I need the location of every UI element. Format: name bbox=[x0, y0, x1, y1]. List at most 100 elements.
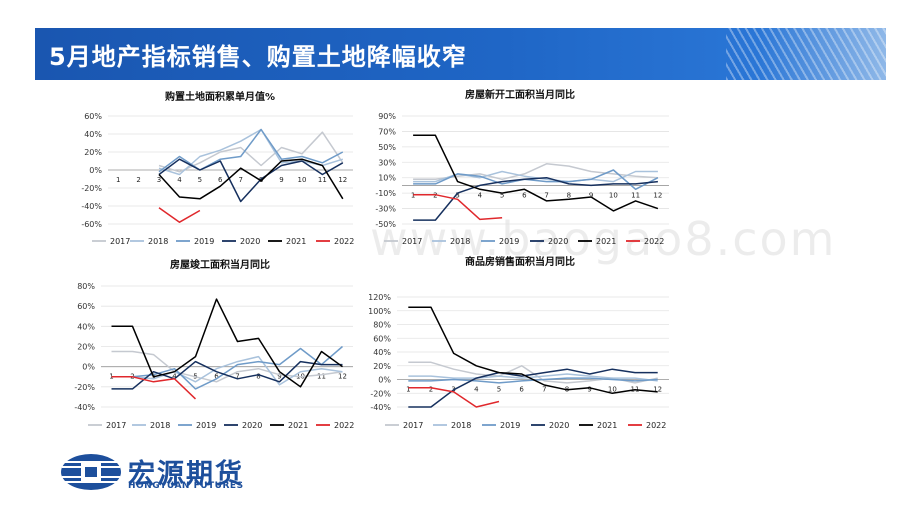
series-line-2020 bbox=[408, 368, 658, 408]
y-tick-label: -20% bbox=[81, 184, 102, 193]
logo-chinese-name: 宏源期货 bbox=[128, 459, 244, 490]
x-tick-label: 7 bbox=[238, 176, 242, 184]
series-line-2021 bbox=[413, 134, 659, 212]
legend-label: 2021 bbox=[597, 421, 617, 430]
x-tick-label: 11 bbox=[317, 373, 326, 381]
y-tick-label: -60% bbox=[81, 220, 102, 229]
series-line-2020 bbox=[158, 158, 344, 203]
x-tick-label: 8 bbox=[256, 373, 260, 381]
x-tick-label: 5 bbox=[497, 386, 501, 394]
y-tick-label: -50% bbox=[375, 220, 396, 229]
legend-label: 2019 bbox=[499, 237, 519, 246]
chart-title: 商品房销售面积当月同比 bbox=[465, 255, 575, 268]
legend-label: 2020 bbox=[240, 237, 260, 246]
x-tick-label: 12 bbox=[338, 373, 347, 381]
legend-label: 2018 bbox=[451, 421, 471, 430]
legend-label: 2022 bbox=[646, 421, 666, 430]
series-line-2021 bbox=[158, 158, 344, 200]
title-banner: 5月地产指标销售、购置土地降幅收窄 bbox=[35, 28, 886, 80]
y-tick-label: 30% bbox=[378, 158, 396, 167]
legend-label: 2020 bbox=[549, 421, 569, 430]
y-tick-label: 60% bbox=[84, 112, 102, 121]
series-line-2019 bbox=[158, 128, 344, 173]
logo-emblem-icon bbox=[61, 454, 121, 490]
y-tick-label: 80% bbox=[77, 282, 95, 291]
x-tick-label: 12 bbox=[653, 386, 662, 394]
page-title: 5月地产指标销售、购置土地降幅收窄 bbox=[49, 43, 467, 71]
series-line-2018 bbox=[408, 373, 658, 382]
y-tick-label: 70% bbox=[378, 127, 396, 136]
legend-label: 2017 bbox=[106, 421, 126, 430]
y-tick-label: 0% bbox=[82, 363, 95, 372]
y-tick-label: 40% bbox=[373, 348, 391, 357]
x-tick-label: 3 bbox=[157, 176, 161, 184]
series-line-2017 bbox=[158, 131, 344, 173]
y-tick-label: -20% bbox=[370, 389, 391, 398]
series-line-2018 bbox=[111, 355, 343, 386]
series-line-2017 bbox=[408, 361, 658, 384]
series-line-2021 bbox=[111, 298, 343, 388]
legend-label: 2020 bbox=[242, 421, 262, 430]
x-tick-label: 6 bbox=[218, 176, 223, 184]
legend-label: 2019 bbox=[196, 421, 216, 430]
y-tick-label: 100% bbox=[368, 307, 391, 316]
x-tick-label: 10 bbox=[297, 176, 306, 184]
y-tick-label: 40% bbox=[77, 322, 95, 331]
x-tick-label: 1 bbox=[406, 386, 410, 394]
legend-label: 2022 bbox=[644, 237, 664, 246]
y-tick-label: 50% bbox=[378, 143, 396, 152]
x-tick-label: 12 bbox=[338, 176, 347, 184]
y-tick-label: -40% bbox=[81, 202, 102, 211]
chart-title: 房屋新开工面积当月同比 bbox=[465, 88, 575, 101]
legend-label: 2021 bbox=[596, 237, 616, 246]
y-tick-label: 60% bbox=[373, 334, 391, 343]
series-line-2017 bbox=[413, 163, 658, 181]
y-tick-label: 0% bbox=[89, 166, 102, 175]
x-tick-label: 9 bbox=[587, 386, 591, 394]
legend-label: 2019 bbox=[500, 421, 520, 430]
logo-english-name: HONGYUAN FUTURES bbox=[128, 481, 244, 491]
series-line-2022 bbox=[408, 387, 500, 408]
y-tick-label: 20% bbox=[77, 343, 95, 352]
legend-label: 2018 bbox=[450, 237, 470, 246]
y-tick-label: 120% bbox=[368, 293, 391, 302]
series-line-2021 bbox=[408, 306, 658, 395]
legend-label: 2018 bbox=[150, 421, 170, 430]
y-tick-label: 60% bbox=[77, 302, 95, 311]
legend-label: 2019 bbox=[194, 237, 214, 246]
x-tick-label: 9 bbox=[277, 373, 281, 381]
series-line-2022 bbox=[111, 376, 197, 400]
y-tick-label: -20% bbox=[74, 383, 95, 392]
banner-stripes bbox=[726, 28, 886, 80]
y-tick-label: 90% bbox=[378, 112, 396, 121]
series-line-2022 bbox=[413, 193, 503, 221]
legend-label: 2018 bbox=[148, 237, 168, 246]
series-line-2020 bbox=[111, 360, 343, 390]
x-tick-label: 7 bbox=[235, 373, 239, 381]
x-tick-label: 2 bbox=[136, 176, 140, 184]
x-tick-label: 11 bbox=[318, 176, 327, 184]
x-tick-label: 12 bbox=[653, 191, 662, 199]
x-tick-label: 4 bbox=[172, 373, 177, 381]
y-tick-label: 40% bbox=[84, 130, 102, 139]
legend-label: 2017 bbox=[110, 237, 130, 246]
x-tick-label: 1 bbox=[116, 176, 120, 184]
chart-title: 购置土地面积累单月值% bbox=[165, 90, 275, 103]
series-line-2017 bbox=[111, 350, 343, 383]
legend-label: 2020 bbox=[548, 237, 568, 246]
x-tick-label: 7 bbox=[542, 386, 546, 394]
legend-label: 2021 bbox=[288, 421, 308, 430]
x-tick-label: 10 bbox=[608, 386, 617, 394]
legend-label: 2022 bbox=[334, 421, 354, 430]
y-tick-label: 80% bbox=[373, 321, 391, 330]
x-tick-label: 3 bbox=[455, 191, 459, 199]
y-tick-label: 10% bbox=[378, 174, 396, 183]
x-tick-label: 7 bbox=[544, 191, 548, 199]
series-line-2022 bbox=[158, 207, 201, 223]
y-tick-label: -40% bbox=[74, 403, 95, 412]
y-tick-label: -10% bbox=[375, 189, 396, 198]
series-line-2018 bbox=[158, 128, 344, 176]
